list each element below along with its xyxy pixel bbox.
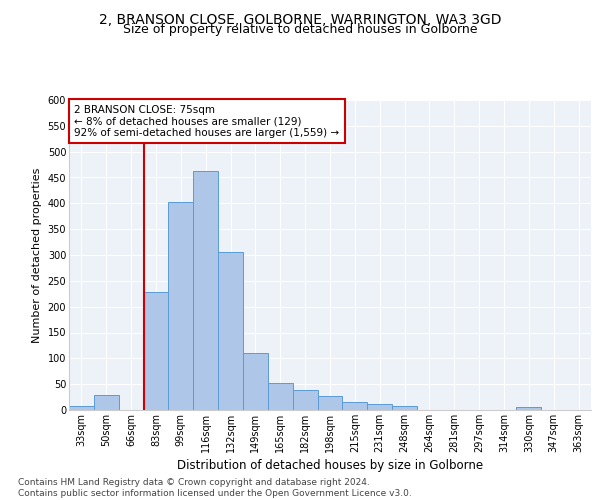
X-axis label: Distribution of detached houses by size in Golborne: Distribution of detached houses by size … — [177, 459, 483, 472]
Text: 2, BRANSON CLOSE, GOLBORNE, WARRINGTON, WA3 3GD: 2, BRANSON CLOSE, GOLBORNE, WARRINGTON, … — [99, 12, 501, 26]
Bar — [367, 404, 392, 410]
Bar — [243, 353, 268, 410]
Bar — [169, 202, 193, 410]
Bar — [317, 396, 343, 410]
Bar — [268, 382, 293, 410]
Bar — [69, 406, 94, 410]
Bar — [193, 171, 218, 410]
Bar — [392, 406, 417, 410]
Bar — [343, 402, 367, 410]
Bar — [517, 408, 541, 410]
Bar — [218, 252, 243, 410]
Bar — [143, 292, 169, 410]
Text: 2 BRANSON CLOSE: 75sqm
← 8% of detached houses are smaller (129)
92% of semi-det: 2 BRANSON CLOSE: 75sqm ← 8% of detached … — [74, 104, 340, 138]
Text: Contains HM Land Registry data © Crown copyright and database right 2024.
Contai: Contains HM Land Registry data © Crown c… — [18, 478, 412, 498]
Text: Size of property relative to detached houses in Golborne: Size of property relative to detached ho… — [123, 24, 477, 36]
Bar — [293, 390, 317, 410]
Y-axis label: Number of detached properties: Number of detached properties — [32, 168, 42, 342]
Bar — [94, 394, 119, 410]
